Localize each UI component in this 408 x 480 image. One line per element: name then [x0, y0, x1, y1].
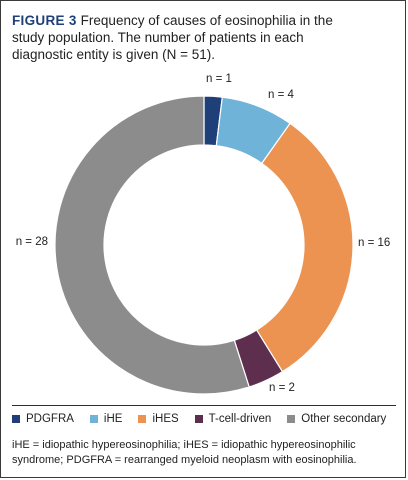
figure-caption: FIGURE 3 Frequency of causes of eosinophi…: [12, 12, 352, 63]
slice-label-ihes: n = 16: [358, 237, 390, 249]
legend-swatch: [287, 415, 296, 423]
slice-label-pdgfra: n = 1: [206, 73, 232, 85]
legend-divider: [12, 405, 396, 406]
slice-labels: n = 1 n = 4 n = 16 n = 2 n = 28: [16, 73, 391, 394]
legend-swatch: [89, 415, 98, 423]
legend-swatch: [12, 415, 20, 423]
legend-item-pdgfra: PDGFRA: [12, 413, 74, 425]
chart-legend: PDGFRA iHE iHES T-cell-driven Other secondar…: [12, 413, 402, 425]
legend-swatch: [194, 415, 203, 423]
figure-caption-text: Frequency of causes of eosinophilia in t…: [12, 13, 333, 62]
legend-label: T-cell-driven: [208, 413, 272, 425]
slice-label-t-cell-driven: n = 2: [269, 382, 295, 394]
slice-other-secondary: [54, 95, 250, 395]
donut-slices: [54, 95, 354, 395]
slice-ihes: [255, 122, 354, 373]
figure-label: FIGURE 3: [12, 13, 77, 28]
legend-item-ihes: iHES: [138, 413, 179, 425]
donut-chart: n = 1 n = 4 n = 16 n = 2 n = 28: [16, 73, 391, 395]
legend-label: PDGFRA: [26, 413, 74, 425]
legend-swatch: [138, 415, 147, 423]
figure-footnote: iHE = idiopathic hypereosinophilia; iHES…: [12, 439, 357, 466]
legend-item-other-secondary: Other secondary: [287, 413, 386, 425]
legend-label: Other secondary: [301, 413, 387, 425]
legend-item-ihe: iHE: [89, 413, 123, 425]
legend-item-t-cell-driven: T-cell-driven: [194, 413, 272, 425]
legend-label: iHES: [152, 413, 179, 425]
legend-label: iHE: [103, 413, 123, 425]
slice-label-ihe: n = 4: [268, 89, 295, 101]
slice-label-other-secondary: n = 28: [16, 236, 48, 248]
